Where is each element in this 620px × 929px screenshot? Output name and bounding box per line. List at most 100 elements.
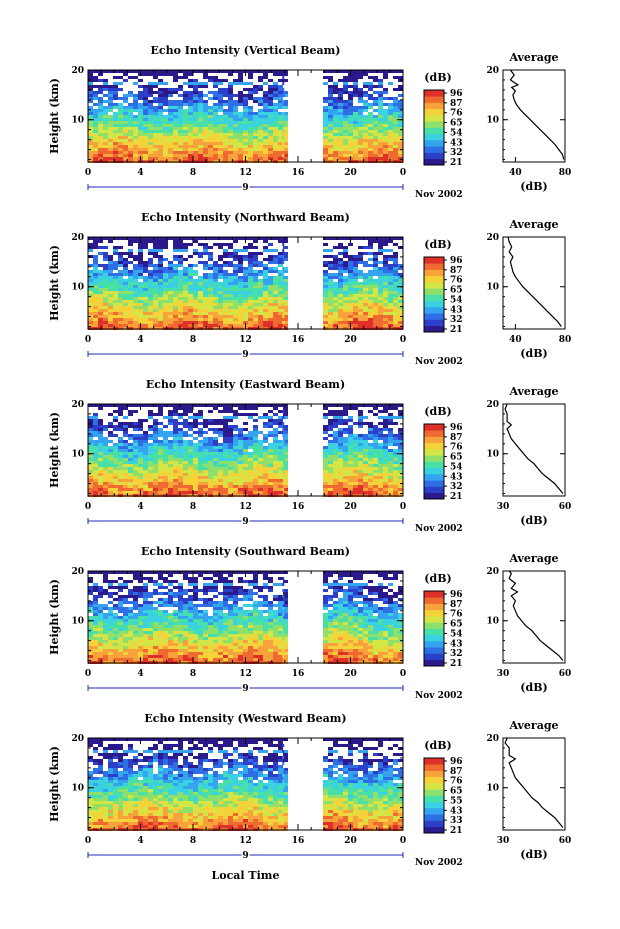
- heatmap-cell: [173, 482, 178, 485]
- heatmap-cell: [223, 276, 228, 279]
- heatmap-cell: [328, 482, 333, 485]
- heatmap-cell: [173, 106, 178, 109]
- heatmap-cell: [338, 109, 343, 112]
- heatmap-cell: [88, 303, 93, 306]
- heatmap-cell: [353, 261, 358, 264]
- heatmap-cell: [253, 455, 258, 458]
- heatmap-cell: [273, 294, 278, 297]
- heatmap-cell: [238, 294, 243, 297]
- heatmap-cell: [333, 440, 338, 443]
- heatmap-cell: [168, 410, 173, 413]
- average-y-tick-label: 10: [486, 450, 499, 460]
- heatmap-cell: [148, 303, 153, 306]
- heatmap-cell: [343, 124, 348, 127]
- heatmap-cell: [253, 482, 258, 485]
- heatmap-cell: [138, 452, 143, 455]
- heatmap-cell: [188, 279, 193, 282]
- heatmap-cell: [273, 455, 278, 458]
- heatmap-cell: [278, 485, 283, 488]
- heatmap-cell: [163, 100, 168, 103]
- heatmap-cell: [333, 303, 338, 306]
- heatmap-cell: [148, 145, 153, 148]
- heatmap-cell: [188, 473, 193, 476]
- heatmap-cell: [233, 425, 238, 428]
- heatmap-cell: [248, 318, 253, 321]
- heatmap-cell: [398, 291, 403, 294]
- heatmap-cell: [208, 485, 213, 488]
- heatmap-cell: [338, 243, 343, 246]
- heatmap-cell: [108, 109, 113, 112]
- heatmap-cell: [323, 130, 328, 133]
- heatmap-cell: [248, 106, 253, 109]
- heatmap-cell: [323, 470, 328, 473]
- heatmap-cell: [368, 491, 373, 494]
- heatmap-cell: [373, 306, 378, 309]
- heatmap-cell: [363, 121, 368, 124]
- heatmap-cell: [228, 312, 233, 315]
- heatmap-cell: [338, 285, 343, 288]
- heatmap-cell: [398, 479, 403, 482]
- heatmap-cell: [88, 610, 93, 613]
- heatmap-cell: [198, 279, 203, 282]
- heatmap-cell: [218, 449, 223, 452]
- heatmap-cell: [258, 458, 263, 461]
- heatmap-cell: [98, 252, 103, 255]
- heatmap-cell: [263, 103, 268, 106]
- heatmap-cell: [158, 315, 163, 318]
- heatmap-cell: [343, 300, 348, 303]
- heatmap-cell: [343, 407, 348, 410]
- heatmap-cell: [178, 461, 183, 464]
- heatmap-cell: [258, 133, 263, 136]
- heatmap-cell: [178, 127, 183, 130]
- heatmap-cell: [158, 97, 163, 100]
- heatmap-cell: [183, 115, 188, 118]
- heatmap-cell: [183, 130, 188, 133]
- heatmap-cell: [323, 273, 328, 276]
- heatmap-cell: [363, 139, 368, 142]
- heatmap-cell: [373, 118, 378, 121]
- heatmap-cell: [268, 100, 273, 103]
- heatmap-cell: [98, 303, 103, 306]
- heatmap-cell: [133, 157, 138, 160]
- heatmap-cell: [343, 309, 348, 312]
- heatmap-cell: [193, 154, 198, 157]
- heatmap-cell: [188, 309, 193, 312]
- heatmap-cell: [383, 285, 388, 288]
- heatmap-cell: [363, 85, 368, 88]
- heatmap-cell: [198, 261, 203, 264]
- heatmap-cell: [138, 440, 143, 443]
- heatmap-cell: [383, 428, 388, 431]
- heatmap-cell: [378, 94, 383, 97]
- heatmap-cell: [328, 139, 333, 142]
- heatmap-cell: [198, 70, 203, 73]
- heatmap-cell: [398, 237, 403, 240]
- heatmap-cell: [118, 82, 123, 85]
- heatmap-cell: [158, 413, 163, 416]
- heatmap-cell: [358, 130, 363, 133]
- heatmap-cell: [148, 121, 153, 124]
- heatmap-cell: [393, 255, 398, 258]
- heatmap-cell: [128, 303, 133, 306]
- heatmap-cell: [383, 279, 388, 282]
- heatmap-cell: [153, 118, 158, 121]
- heatmap-cell: [378, 85, 383, 88]
- heatmap-cell: [378, 82, 383, 85]
- heatmap-cell: [273, 142, 278, 145]
- heatmap-cell: [213, 91, 218, 94]
- heatmap-cell: [158, 273, 163, 276]
- heatmap-cell: [248, 73, 253, 76]
- heatmap-cell: [278, 148, 283, 151]
- heatmap-cell: [98, 240, 103, 243]
- heatmap-cell: [343, 252, 348, 255]
- heatmap-cell: [208, 124, 213, 127]
- heatmap-cell: [153, 440, 158, 443]
- heatmap-cell: [248, 237, 253, 240]
- heatmap-cell: [278, 240, 283, 243]
- heatmap-cell: [248, 121, 253, 124]
- heatmap-cell: [178, 145, 183, 148]
- heatmap-cell: [393, 288, 398, 291]
- heatmap-cell: [173, 154, 178, 157]
- heatmap-cell: [218, 88, 223, 91]
- colorbar-segment: [424, 436, 444, 444]
- heatmap-cell: [218, 303, 223, 306]
